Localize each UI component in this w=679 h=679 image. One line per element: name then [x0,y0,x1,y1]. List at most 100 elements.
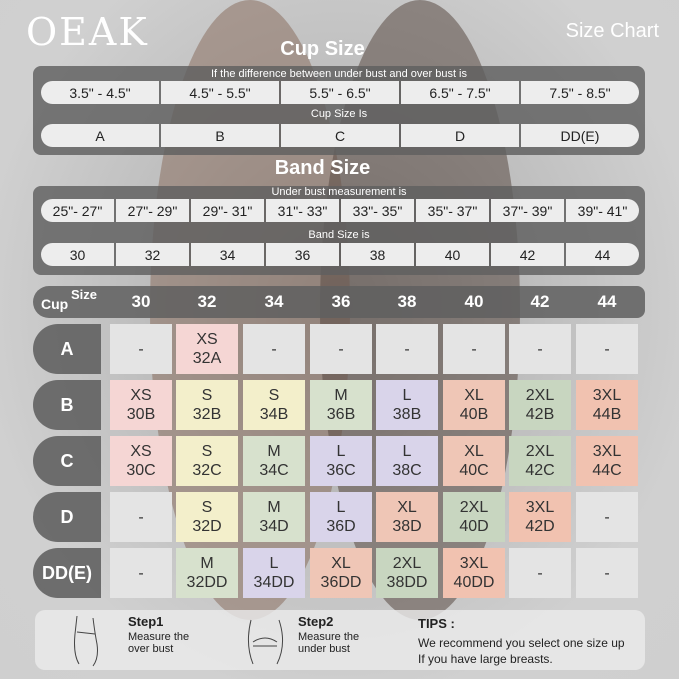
band-cell: 42 [491,243,564,266]
cup-cell: C [281,124,399,147]
tips: TIPS : We recommend you select one size … [418,616,625,667]
tips-line1: We recommend you select one size up [418,636,625,650]
corner-size-label: Size [71,287,98,302]
band-size-title: Band Size [274,157,371,179]
size-code: 44C [592,462,622,479]
cup-cell: B [161,124,279,147]
size-cell: - [110,548,172,598]
difference-label: If the difference between under bust and… [210,68,468,80]
step2-text2: under bust [298,643,350,655]
size-label: XL [464,387,484,404]
size-label: S [201,443,213,460]
difference-cell: 4.5" - 5.5" [161,81,279,104]
size-cell: M 34C [243,436,305,486]
size-label: 2XL [459,499,489,516]
size-label: XL [464,443,484,460]
cup-row: A B C D DD(E) [41,124,639,147]
size-code: 32B [192,406,222,423]
size-code: 38DD [386,574,428,591]
measure-cell: 29"- 31" [191,199,264,222]
column-header-band: 44 [597,292,617,311]
measure-cell: 33"- 35" [341,199,414,222]
measure-cell: 39"- 41" [566,199,639,222]
measure-label: Under bust measurement is [271,186,407,198]
size-cell: - [509,548,571,598]
size-cell: S 32C [176,436,238,486]
size-label: M [200,555,214,572]
size-label: 3XL [525,499,555,516]
size-label: - [537,340,543,358]
size-label: - [271,340,277,358]
size-cell: L 38C [376,436,438,486]
size-cell: XL 40C [443,436,505,486]
band-row: 30 32 34 36 38 40 42 44 [41,243,639,266]
size-label: XL [397,499,417,516]
difference-cell: 7.5" - 8.5" [521,81,639,104]
difference-row: 3.5" - 4.5" 4.5" - 5.5" 5.5" - 6.5" 6.5" - … [41,81,639,104]
size-cell: 2XL 38DD [376,548,438,598]
size-label: - [338,340,344,358]
size-cell: 3XL 44B [576,380,638,430]
size-code: 30C [126,462,156,479]
instructions-panel: Step1 Measure the over bust Step2 Measur… [35,610,645,670]
band-cell: 44 [566,243,639,266]
size-code: 32DD [186,574,228,591]
column-header-band: 34 [264,292,284,311]
size-label: - [604,508,610,526]
size-label: XS [130,443,152,460]
measure-cell: 25"- 27" [41,199,114,222]
size-label: - [537,564,543,582]
size-code: 32D [192,518,222,535]
size-cell: - [376,324,438,374]
band-cell: 38 [341,243,414,266]
size-label: 3XL [459,555,489,572]
measure-cell: 35"- 37" [416,199,489,222]
tips-line2: If you have large breasts. [418,652,553,666]
size-label: S [201,387,213,404]
size-code: 34DD [253,574,295,591]
size-code: 36C [326,462,356,479]
size-label: XS [196,331,218,348]
difference-cell: 5.5" - 6.5" [281,81,399,104]
size-label: 2XL [525,387,555,404]
size-code: 34D [259,518,289,535]
size-code: 32A [192,350,222,367]
column-header-band: 42 [530,292,550,311]
column-header-band: 36 [331,292,351,311]
row-header-cup: A [33,324,101,374]
size-label: L [402,443,412,460]
row-header-cup: DD(E) [33,548,101,598]
step1-text1: Measure the [128,631,190,643]
size-code: 36DD [320,574,362,591]
row-header-cup: B [33,380,101,430]
size-cell: L 34DD [243,548,305,598]
size-label: L [336,443,346,460]
band-cell: 32 [116,243,189,266]
size-cell: XS 32A [176,324,238,374]
size-cell: 2XL 42C [509,436,571,486]
size-cell: - [310,324,372,374]
size-label: S [201,499,213,516]
size-label: XS [130,387,152,404]
step2: Step2 Measure the under bust [298,615,359,655]
column-header-band: 40 [464,292,484,311]
size-cell: 2XL 42B [509,380,571,430]
matrix-header: Cup Size [33,286,645,318]
size-cell: - [576,324,638,374]
size-code: 40B [459,406,489,423]
size-code: 30B [126,406,156,423]
size-cell: 2XL 40D [443,492,505,542]
size-label: 2XL [525,443,555,460]
size-code: 36B [326,406,356,423]
size-cell: XL 38D [376,492,438,542]
size-label: 3XL [592,443,622,460]
size-cell: XL 40B [443,380,505,430]
size-cell: S 32B [176,380,238,430]
size-cell: L 36C [310,436,372,486]
cup-cell: A [41,124,159,147]
size-cell: 3XL 44C [576,436,638,486]
size-code: 34C [259,462,289,479]
column-header-band: 32 [197,292,217,311]
size-cell: XL 36DD [310,548,372,598]
difference-cell: 3.5" - 4.5" [41,81,159,104]
